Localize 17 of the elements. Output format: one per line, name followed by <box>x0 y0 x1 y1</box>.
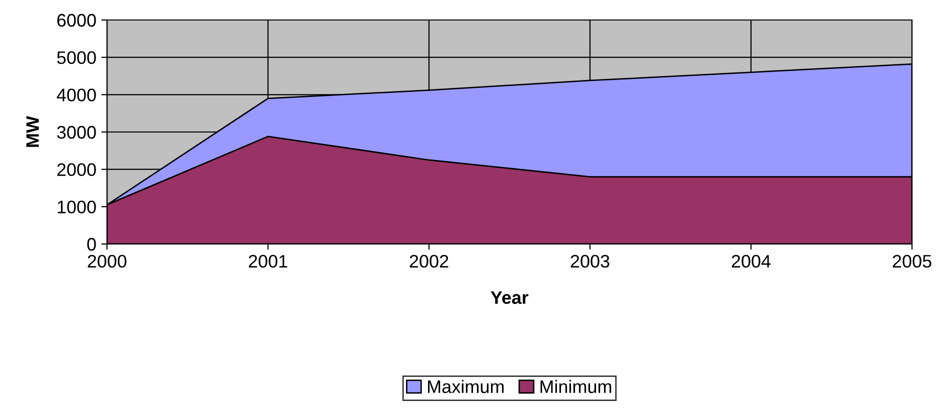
y-tick-label: 5000 <box>57 51 96 64</box>
y-axis-title: MW <box>26 116 39 147</box>
y-tick-label: 3000 <box>57 126 96 139</box>
y-tick-label: 6000 <box>57 14 96 27</box>
y-tick-label: 0 <box>87 238 96 251</box>
x-tick-label: 2000 <box>88 254 126 268</box>
legend-label: Minimum <box>540 380 612 394</box>
x-tick-label: 2005 <box>892 254 932 268</box>
y-tick-label: 4000 <box>56 88 96 102</box>
x-tick-label: 2003 <box>570 254 610 268</box>
y-tick-label: 1000 <box>58 200 96 214</box>
y-tick-label: 2000 <box>57 163 96 176</box>
legend-label: Maximum <box>428 380 504 394</box>
x-tick-label: 2004 <box>732 254 771 268</box>
x-tick-label: 2002 <box>410 254 448 268</box>
x-axis-title: Year <box>490 291 528 304</box>
x-tick-label: 2001 <box>248 254 288 268</box>
